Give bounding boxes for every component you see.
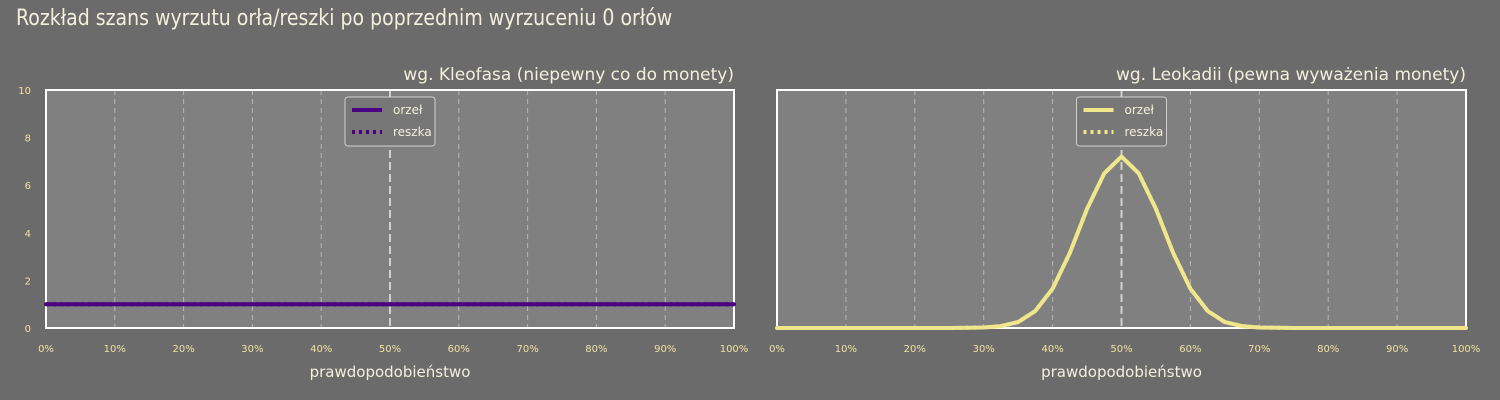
panel-title: wg. Kleofasa (niepewny co do monety) <box>403 65 734 85</box>
x-tick-label: 0% <box>769 344 785 355</box>
x-tick-label: 50% <box>379 344 401 355</box>
y-tick-label: 0 <box>25 324 31 335</box>
x-tick-label: 100% <box>1452 344 1481 355</box>
legend-label: reszka <box>393 125 432 139</box>
x-tick-label: 70% <box>516 344 538 355</box>
panel-title: wg. Leokadii (pewna wyważenia monety) <box>1116 65 1466 85</box>
x-tick-label: 20% <box>904 344 926 355</box>
x-tick-label: 20% <box>172 344 194 355</box>
x-tick-label: 0% <box>38 344 54 355</box>
series-line-orzel <box>775 154 1468 330</box>
x-tick-label: 50% <box>1110 344 1132 355</box>
x-tick-label: 10% <box>104 344 126 355</box>
x-tick-label: 90% <box>1386 344 1408 355</box>
x-tick-label: 60% <box>1179 344 1201 355</box>
x-tick-label: 30% <box>973 344 995 355</box>
plot-frame <box>776 89 1467 329</box>
x-tick-label: 60% <box>448 344 470 355</box>
legend: orzeł reszka <box>1076 96 1167 147</box>
y-tick-label: 8 <box>25 134 31 145</box>
x-tick-label: 40% <box>310 344 332 355</box>
x-tick-label: 10% <box>835 344 857 355</box>
y-tick-label: 4 <box>25 229 31 240</box>
x-axis-label: prawdopodobieństwo <box>1041 363 1202 381</box>
plot-frame <box>45 89 735 329</box>
page-title: Rozkład szans wyrzutu orła/reszki po pop… <box>16 6 673 31</box>
y-tick-label: 10 <box>18 86 31 97</box>
x-axis-label: prawdopodobieństwo <box>310 363 471 381</box>
legend-label: reszka <box>1125 125 1164 139</box>
x-tick-label: 30% <box>241 344 263 355</box>
x-tick-label: 100% <box>720 344 749 355</box>
y-tick-label: 6 <box>25 181 31 192</box>
chart-panel-1: 0% 10% 20% 30% 40% 50% 60% 70% 80% 90% 100% 0 2 4 6 8 10… <box>18 65 748 381</box>
legend: orzeł reszka <box>344 96 436 147</box>
legend-label: orzeł <box>393 103 423 117</box>
x-tick-label: 70% <box>1248 344 1270 355</box>
legend-label: orzeł <box>1125 103 1155 117</box>
x-tick-label: 80% <box>585 344 607 355</box>
x-tick-label: 40% <box>1041 344 1063 355</box>
y-tick-label: 2 <box>25 276 31 287</box>
x-tick-label: 90% <box>654 344 676 355</box>
chart-panel-2: 0% 10% 20% 30% 40% 50% 60% 70% 80% 90% 100% wg. Leo… <box>769 65 1480 381</box>
x-tick-label: 80% <box>1317 344 1339 355</box>
